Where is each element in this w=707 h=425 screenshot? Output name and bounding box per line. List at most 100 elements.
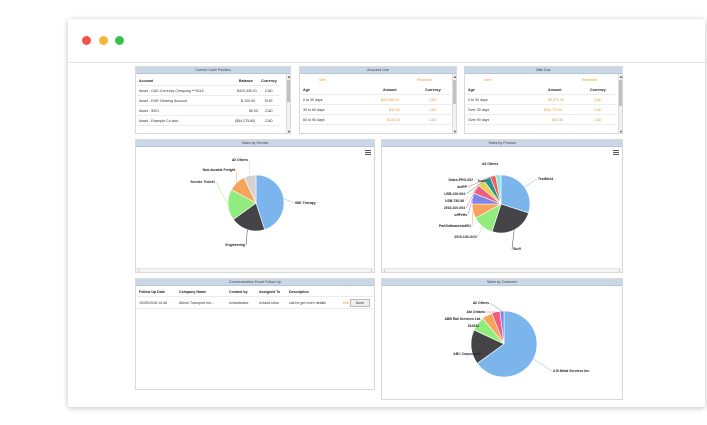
scroll-down-icon[interactable]: ▼	[287, 129, 291, 134]
scroll-right-icon[interactable]: ›	[618, 268, 620, 273]
table-header-row: Age Amount Currency	[301, 86, 451, 95]
pie-label: All Others	[473, 301, 489, 305]
pie-label: offPeffs	[454, 213, 467, 217]
balance-cell: $420,440.01	[237, 89, 257, 93]
table-row[interactable]: 0 to 30 days $3,971.00 CAD	[466, 96, 616, 105]
amounts-due-title: Amounts Due	[300, 67, 456, 74]
pie-slice[interactable]	[476, 310, 538, 378]
cash-position-title: Current Cash Position	[136, 67, 290, 74]
app-window: Current Cash Position Account Balance Cu…	[68, 19, 705, 407]
scrollbar-thumb[interactable]	[287, 80, 290, 102]
table-row[interactable]: 30 to 60 days $11.00 CAD	[301, 106, 451, 115]
pie-slice[interactable]	[499, 310, 505, 345]
assigned-to-cell: richard.shea	[259, 301, 279, 305]
sales-by-customer-title: Sales by Customer	[382, 279, 622, 286]
vertical-scrollbar[interactable]: ▲ ▼	[286, 74, 291, 134]
sales-by-service-panel: Sales by Service IWK Therapy Engineering S…	[135, 139, 375, 273]
pie-connector	[283, 198, 295, 204]
table-row[interactable]: Asset - Example Co acct ($44,275.60) CAD	[137, 117, 281, 126]
pie-slice[interactable]	[500, 174, 531, 214]
pie-label: 333333	[468, 324, 479, 328]
sales-by-service-title: Sales by Service	[136, 140, 374, 147]
pie-slice[interactable]	[491, 203, 529, 234]
company-name-cell[interactable]: Airline Transport Ins...	[179, 301, 214, 305]
chart-menu-icon[interactable]	[613, 150, 619, 155]
account-cell: Asset - CAD Currency Chequing ***0115	[139, 89, 204, 93]
edit-link[interactable]: Edit	[343, 301, 350, 305]
pie-label: A B Metal Services Inc.	[553, 369, 590, 373]
column-header: Company Name	[179, 290, 207, 294]
table-row[interactable]: Asset - 5001 $0.00 CAD	[137, 107, 281, 116]
age-cell: 0 to 30 days	[468, 98, 488, 102]
balance-cell: ($44,275.60)	[235, 119, 256, 123]
scroll-down-icon[interactable]: ▼	[619, 129, 623, 134]
cash-position-panel: Current Cash Position Account Balance Cu…	[135, 66, 291, 134]
close-window-button[interactable]	[82, 36, 91, 45]
column-header: Created by	[229, 290, 248, 294]
table-row[interactable]: Over 30 days $26,772.04 CAD	[466, 106, 616, 115]
scroll-up-icon[interactable]: ▲	[619, 74, 623, 79]
table-row[interactable]: Asset - CAD Currency Chequing ***0115 $4…	[137, 87, 281, 96]
sent-tab[interactable]: Sent	[484, 78, 492, 82]
horizontal-scrollbar[interactable]: ‹ ›	[136, 268, 374, 273]
table-row[interactable]: Asset - EUR Clearing Account $ 100.00 EU…	[137, 97, 281, 106]
description-cell: call he get more details	[289, 301, 326, 305]
table-row[interactable]: 10/05/2018 14:46 Airline Transport Ins..…	[137, 299, 373, 309]
vertical-scrollbar[interactable]: ▲ ▼	[452, 74, 457, 134]
pie-connector	[248, 159, 251, 176]
age-cell: 0 to 30 days	[303, 98, 323, 102]
column-header: Account	[139, 79, 154, 83]
pie-connector	[533, 358, 553, 372]
pie-label: Isai2	[478, 179, 486, 183]
pie-slice[interactable]	[255, 174, 285, 231]
currency-cell: CAD	[429, 118, 437, 122]
amount-cell[interactable]: $132.00	[387, 118, 400, 122]
pie-label: ABB Rail Services Ltd.	[444, 317, 481, 321]
table-row[interactable]: 0 to 30 days $33,488.03 CAD	[301, 96, 451, 105]
horizontal-scrollbar[interactable]: ‹ ›	[382, 268, 622, 273]
pie-label: All Others	[232, 158, 248, 162]
column-header: Currency	[425, 88, 441, 92]
maximize-window-button[interactable]	[115, 36, 124, 45]
pie-connector	[465, 189, 477, 209]
pie-label: TestMoh1	[538, 177, 554, 181]
scroll-up-icon[interactable]: ▲	[287, 74, 291, 79]
received-tab[interactable]: Received	[582, 78, 597, 82]
pie-label: Abl Ontario	[467, 310, 485, 314]
scroll-up-icon[interactable]: ▲	[453, 74, 457, 79]
amount-cell[interactable]: $3,971.00	[548, 98, 564, 102]
vertical-scrollbar[interactable]: ▲ ▼	[618, 74, 623, 134]
amount-cell[interactable]: $45.30	[552, 118, 563, 122]
balance-cell: $ 100.00	[241, 99, 255, 103]
scroll-right-icon[interactable]: ›	[370, 268, 372, 273]
pie-connector	[511, 229, 515, 250]
minimize-window-button[interactable]	[99, 36, 108, 45]
done-button[interactable]: Done	[350, 299, 370, 307]
sales-by-product-panel: Sales by Product TestMoh1 Stuff 2015-100-U…	[381, 139, 623, 273]
pie-label: USB-100-004	[444, 192, 465, 196]
table-row[interactable]: Over 90 days $45.30 CAD	[466, 116, 616, 125]
chart-menu-icon[interactable]	[365, 150, 371, 155]
scrollbar-thumb[interactable]	[453, 80, 456, 104]
table-header-row: Age Amount Currency	[466, 86, 616, 95]
scroll-down-icon[interactable]: ▼	[453, 129, 457, 134]
amount-cell[interactable]: $33,488.03	[381, 98, 399, 102]
received-tab[interactable]: Received	[417, 78, 432, 82]
age-cell: 60 to 90 days	[303, 118, 325, 122]
currency-cell: CAD	[265, 109, 273, 113]
scroll-left-icon[interactable]: ‹	[138, 268, 140, 273]
scroll-left-icon[interactable]: ‹	[384, 268, 386, 273]
window-titlebar	[68, 19, 705, 63]
currency-cell: CAD	[594, 108, 602, 112]
dashboard: Current Cash Position Account Balance Cu…	[68, 64, 705, 407]
pie-label: Service Ticket1	[190, 180, 215, 184]
pie-connector	[245, 229, 248, 246]
balance-cell: $0.00	[249, 109, 258, 113]
table-header-row: Account Balance Currency	[137, 77, 281, 86]
scrollbar-thumb[interactable]	[619, 80, 622, 106]
sent-tab[interactable]: Sent	[319, 78, 327, 82]
amount-cell[interactable]: $26,772.04	[544, 108, 562, 112]
amount-cell[interactable]: $11.00	[389, 108, 400, 112]
pie-label: Non-durable Freight	[203, 168, 236, 172]
table-row[interactable]: 60 to 90 days $132.00 CAD	[301, 116, 451, 125]
